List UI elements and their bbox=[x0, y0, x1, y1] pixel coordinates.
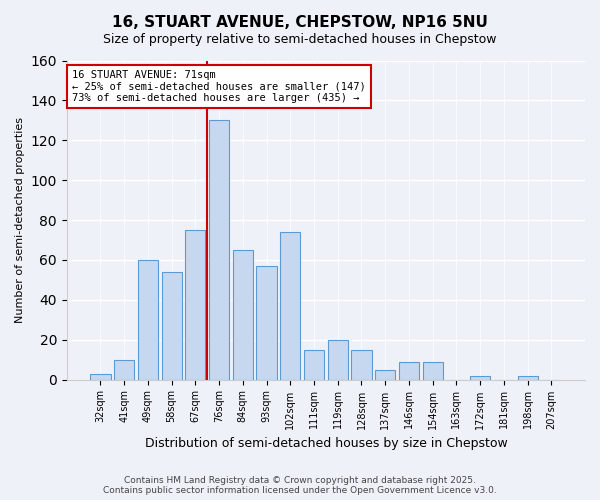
Bar bbox=[280, 232, 301, 380]
Bar bbox=[470, 376, 490, 380]
Bar bbox=[233, 250, 253, 380]
Bar bbox=[209, 120, 229, 380]
Bar bbox=[114, 360, 134, 380]
Bar bbox=[256, 266, 277, 380]
Bar bbox=[375, 370, 395, 380]
Bar bbox=[91, 374, 110, 380]
Bar bbox=[138, 260, 158, 380]
X-axis label: Distribution of semi-detached houses by size in Chepstow: Distribution of semi-detached houses by … bbox=[145, 437, 507, 450]
Bar bbox=[399, 362, 419, 380]
Bar bbox=[185, 230, 205, 380]
Text: 16 STUART AVENUE: 71sqm
← 25% of semi-detached houses are smaller (147)
73% of s: 16 STUART AVENUE: 71sqm ← 25% of semi-de… bbox=[72, 70, 366, 103]
Bar bbox=[161, 272, 182, 380]
Bar bbox=[304, 350, 324, 380]
Text: 16, STUART AVENUE, CHEPSTOW, NP16 5NU: 16, STUART AVENUE, CHEPSTOW, NP16 5NU bbox=[112, 15, 488, 30]
Text: Size of property relative to semi-detached houses in Chepstow: Size of property relative to semi-detach… bbox=[103, 32, 497, 46]
Text: Contains HM Land Registry data © Crown copyright and database right 2025.
Contai: Contains HM Land Registry data © Crown c… bbox=[103, 476, 497, 495]
Y-axis label: Number of semi-detached properties: Number of semi-detached properties bbox=[15, 117, 25, 323]
Bar bbox=[352, 350, 371, 380]
Bar bbox=[422, 362, 443, 380]
Bar bbox=[518, 376, 538, 380]
Bar bbox=[328, 340, 348, 380]
